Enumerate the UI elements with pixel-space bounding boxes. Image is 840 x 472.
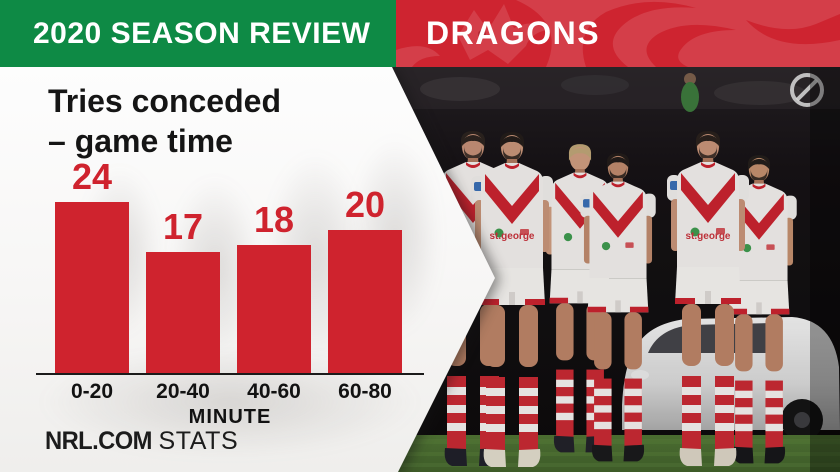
- bar: [237, 245, 311, 373]
- bar: [146, 252, 220, 373]
- bar-value-label: 17: [162, 206, 204, 247]
- bar-value-label: 24: [71, 156, 113, 197]
- sideline-official: [681, 73, 699, 112]
- bars-row: 24 17 18 20: [55, 67, 402, 373]
- bar: [55, 202, 129, 373]
- bar-group: 18: [237, 202, 311, 373]
- x-axis-line: [36, 373, 424, 375]
- stats-wordmark: STATS: [158, 427, 239, 455]
- stats-panel: Tries conceded – game time 24 17 18 20 0-20…: [0, 67, 500, 472]
- jersey-sponsor-text: st.george: [685, 231, 730, 242]
- bar-group: 24: [55, 159, 129, 373]
- team-title: DRAGONS: [426, 15, 601, 51]
- stadium-logo-mark: [790, 73, 824, 107]
- bar: [328, 230, 402, 373]
- chart-title: Tries conceded – game time: [48, 81, 281, 161]
- bar-group: 17: [146, 209, 220, 373]
- nrl-stats-logo: NRL.COM STATS: [45, 427, 238, 456]
- bar-value-label: 20: [344, 184, 386, 225]
- season-banner: 2020 SEASON REVIEW: [0, 0, 396, 67]
- bar-group: 20: [328, 187, 402, 373]
- jersey-sponsor-text: st.george: [489, 231, 534, 242]
- header-banner: 2020 SEASON REVIEW DRAGONS: [0, 0, 840, 67]
- chart-title-line1: Tries conceded: [48, 83, 281, 119]
- x-tick-row: 0-20 20-40 40-60 60-80: [55, 380, 402, 404]
- dragon-watermark-icon: [396, 0, 840, 67]
- x-tick-label: 0-20: [70, 380, 114, 403]
- nrl-com-wordmark: NRL.COM: [45, 427, 152, 455]
- season-title: 2020 SEASON REVIEW: [33, 16, 371, 50]
- x-axis-title: MINUTE: [188, 406, 272, 428]
- x-tick-label: 40-60: [247, 380, 301, 403]
- team-banner: DRAGONS: [396, 0, 840, 67]
- x-tick-label: 20-40: [156, 380, 210, 403]
- x-tick-label: 60-80: [338, 380, 392, 403]
- chart-title-line2: – game time: [48, 123, 233, 159]
- bar-value-label: 18: [253, 199, 295, 240]
- bar-chart: 24 17 18 20 0-20 20-40 40-60 60-80 MINUTE: [36, 67, 424, 472]
